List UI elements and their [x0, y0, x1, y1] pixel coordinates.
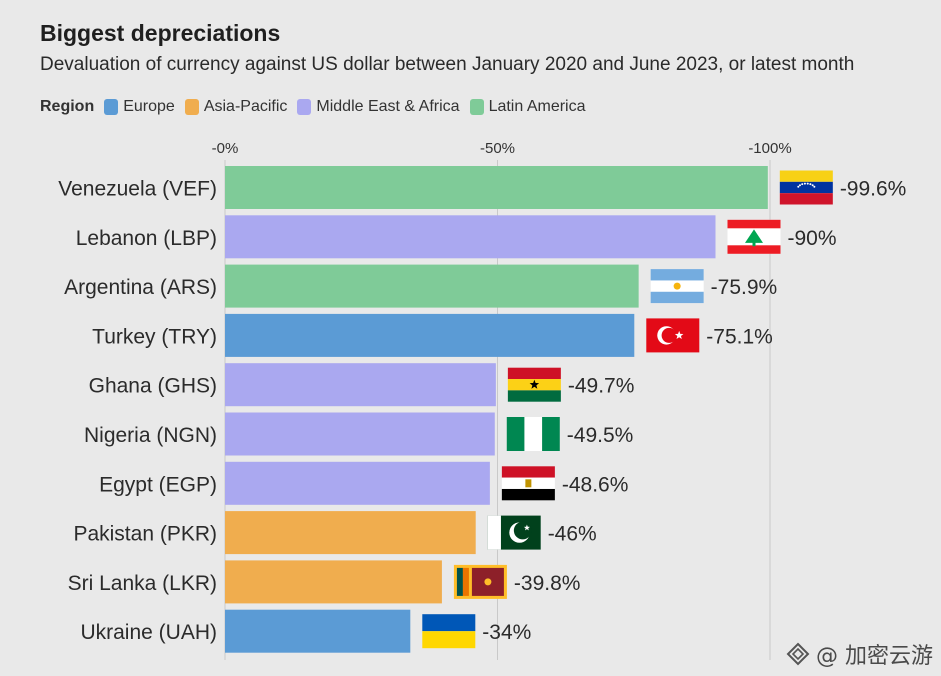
egypt-flag-icon — [501, 466, 555, 501]
category-label-2: Argentina (ARS) — [64, 276, 217, 299]
bar-1 — [225, 215, 716, 259]
legend: Region Europe Asia-Pacific Middle East &… — [40, 97, 596, 117]
legend-swatch-latin-america — [469, 99, 484, 115]
diamond-logo-icon — [786, 642, 810, 666]
category-label-6: Egypt (EGP) — [99, 473, 217, 496]
chart-title: Biggest depreciations — [40, 20, 281, 46]
legend-swatch-europe — [104, 99, 119, 115]
category-label-4: Ghana (GHS) — [89, 375, 217, 398]
bar-5 — [225, 412, 495, 456]
category-label-0: Venezuela (VEF) — [58, 178, 217, 201]
legend-label-europe: Europe — [123, 98, 175, 115]
bar-0 — [225, 166, 768, 209]
sri-lanka-flag-icon — [453, 564, 507, 599]
legend-label-latin-america: Latin America — [488, 98, 586, 115]
value-label-9: -34% — [482, 621, 531, 644]
category-label-8: Sri Lanka (LKR) — [68, 572, 217, 595]
legend-item-asia-pacific: Asia-Pacific — [184, 98, 288, 116]
bar-8 — [225, 560, 442, 604]
chart-subtitle: Devaluation of currency against US dolla… — [40, 54, 855, 75]
venezuela-flag-icon — [779, 170, 833, 205]
ghana-flag-icon — [507, 367, 561, 402]
turkey-flag-icon — [646, 318, 700, 353]
value-label-2: -75.9% — [711, 276, 778, 299]
value-label-8: -39.8% — [514, 572, 581, 595]
value-label-6: -48.6% — [562, 473, 629, 496]
value-label-0: -99.6% — [840, 178, 907, 201]
watermark: @ 加密云游 — [786, 638, 933, 670]
category-label-9: Ukraine (UAH) — [80, 621, 217, 644]
legend-item-latin-america: Latin America — [469, 98, 586, 116]
legend-item-middle-east-africa: Middle East & Africa — [297, 98, 460, 116]
legend-item-europe: Europe — [104, 98, 175, 116]
lebanon-flag-icon — [727, 219, 781, 254]
legend-label-asia-pacific: Asia-Pacific — [203, 98, 288, 115]
bar-7 — [225, 511, 476, 555]
category-label-5: Nigeria (NGN) — [84, 424, 217, 447]
value-label-7: -46% — [548, 523, 597, 546]
value-label-5: -49.5% — [567, 424, 634, 447]
bar-6 — [225, 461, 490, 505]
value-label-4: -49.7% — [568, 375, 635, 398]
pakistan-flag-icon — [487, 515, 541, 550]
category-label-1: Lebanon (LBP) — [76, 227, 217, 250]
x-tick-label-0: -0% — [212, 140, 239, 157]
bar-2 — [225, 264, 639, 308]
legend-swatch-middle-east-africa — [297, 99, 312, 115]
category-label-7: Pakistan (PKR) — [73, 523, 217, 546]
legend-swatch-asia-pacific — [184, 99, 199, 115]
value-label-3: -75.1% — [706, 325, 773, 348]
category-label-3: Turkey (TRY) — [92, 325, 217, 348]
bar-9 — [225, 609, 411, 653]
x-tick-label-1: -50% — [480, 140, 515, 157]
x-tick-label-2: -100% — [748, 140, 791, 157]
nigeria-flag-icon — [506, 417, 560, 451]
bar-3 — [225, 313, 635, 357]
legend-title: Region — [40, 98, 95, 115]
bar-4 — [225, 363, 496, 407]
argentina-flag-icon — [650, 269, 704, 304]
legend-label-middle-east-africa: Middle East & Africa — [316, 98, 460, 115]
value-label-1: -90% — [788, 227, 837, 250]
watermark-text: @ 加密云游 — [816, 644, 933, 669]
ukraine-flag-icon — [422, 614, 476, 649]
